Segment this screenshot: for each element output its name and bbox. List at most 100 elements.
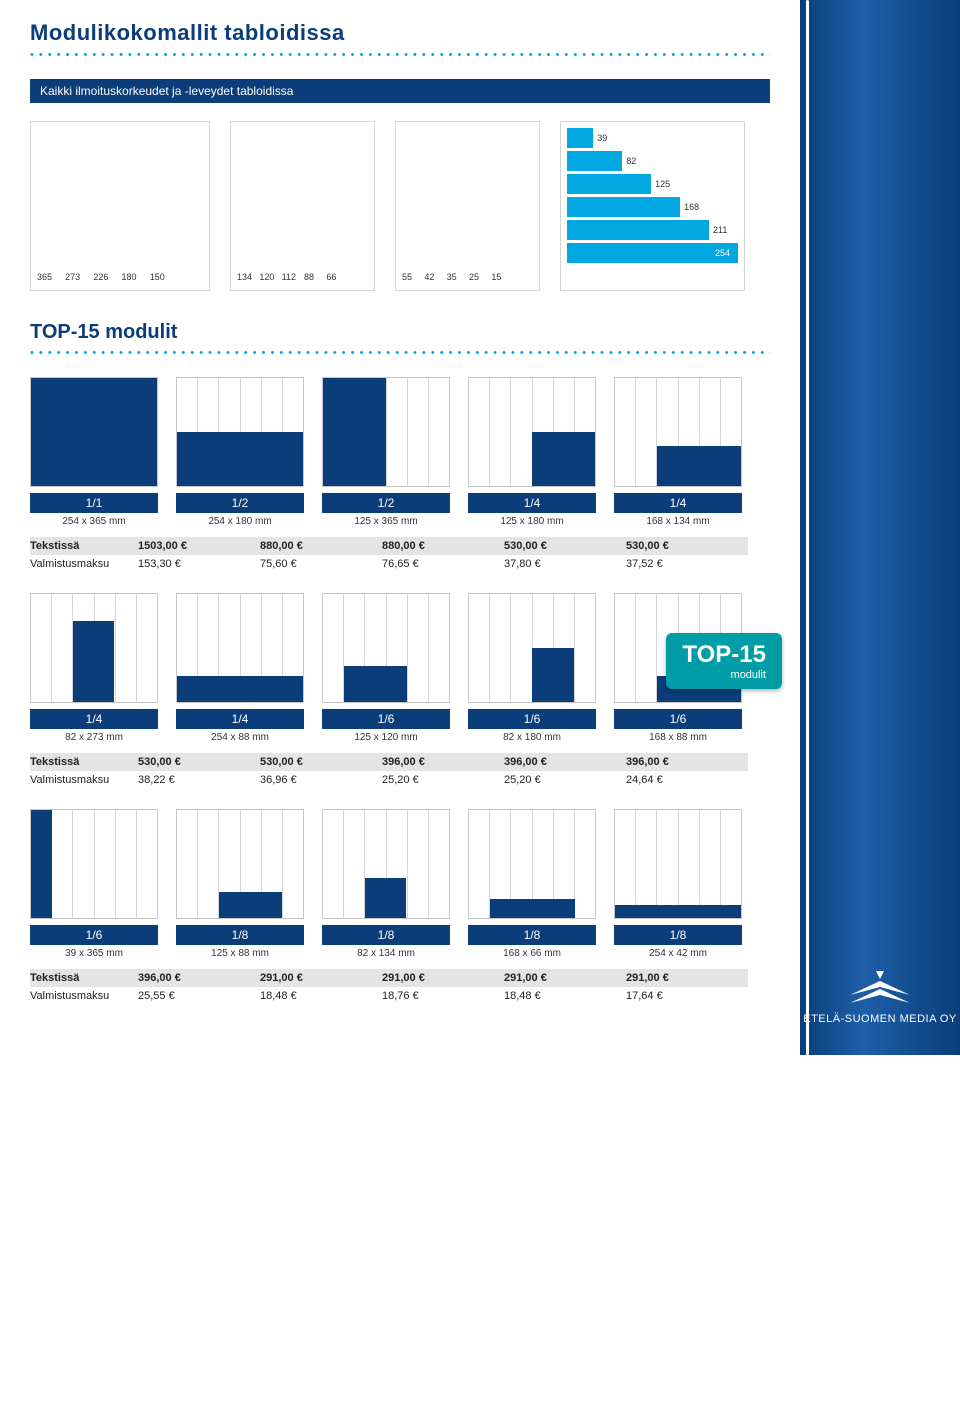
bar-label: 112	[282, 272, 301, 282]
module-card: 1/4168 x 134 mm	[614, 377, 742, 527]
module-badge: 1/8	[614, 925, 742, 945]
module-badge: 1/4	[176, 709, 304, 729]
table-row: Valmistusmaksu25,55 €18,48 €18,76 €18,48…	[30, 987, 748, 1005]
width-row: 125	[567, 174, 738, 194]
module-thumbnail	[322, 809, 450, 919]
table-row: Tekstissä396,00 €291,00 €291,00 €291,00 …	[30, 969, 748, 987]
row-label: Tekstissä	[30, 972, 138, 984]
bar-label: 25	[469, 272, 488, 282]
module-fill	[177, 432, 303, 486]
module-row: 1/639 x 365 mm1/8125 x 88 mm1/882 x 134 …	[30, 809, 770, 959]
module-badge: 1/6	[30, 925, 158, 945]
dotted-divider: • • • • • • • • • • • • • • • • • • • • …	[30, 49, 770, 61]
bar-label: 273	[65, 272, 90, 282]
bar-label: 55	[402, 272, 421, 282]
top15-badge: TOP-15modulit	[666, 633, 782, 689]
dotted-divider: • • • • • • • • • • • • • • • • • • • • …	[30, 347, 770, 359]
prep-cell: 38,22 €	[138, 774, 260, 786]
width-bar	[567, 243, 738, 263]
module-dimension: 254 x 365 mm	[30, 516, 158, 527]
row-label: Valmistusmaksu	[30, 774, 138, 786]
row-label: Valmistusmaksu	[30, 558, 138, 570]
module-dimension: 125 x 180 mm	[468, 516, 596, 527]
module-fill	[31, 810, 52, 918]
price-cell: 530,00 €	[138, 756, 260, 768]
module-groups: 1/1 254 x 365 mm 1/2254 x 180 mm1/2125 x 3…	[30, 377, 770, 1005]
module-card: 1/2254 x 180 mm	[176, 377, 304, 527]
module-fill	[177, 676, 303, 702]
module-dimension: 168 x 134 mm	[614, 516, 742, 527]
width-label: 168	[684, 202, 699, 212]
row-label: Tekstissä	[30, 756, 138, 768]
heights-chart-3: 5542352515	[395, 121, 540, 291]
module-fill	[31, 378, 157, 486]
price-cell: 291,00 €	[626, 972, 748, 984]
bar-label: 226	[93, 272, 118, 282]
module-dimension: 168 x 88 mm	[614, 732, 742, 743]
logo-text: ETELÄ-SUOMEN MEDIA OY	[803, 1013, 957, 1025]
module-dimension: 254 x 42 mm	[614, 948, 742, 959]
module-thumbnail	[176, 377, 304, 487]
module-badge: 1/4	[30, 709, 158, 729]
prep-cell: 75,60 €	[260, 558, 382, 570]
width-row: 168	[567, 197, 738, 217]
bar-label: 15	[491, 272, 510, 282]
table-row: Tekstissä1503,00 €880,00 €880,00 €530,00…	[30, 537, 748, 555]
widths-chart: 3982125168211254	[560, 121, 745, 291]
module-badge: 1/8	[468, 925, 596, 945]
module-fill	[532, 648, 574, 702]
width-label: 125	[655, 179, 670, 189]
charts-row: 365273226180150 1341201128866 5542352515…	[30, 121, 770, 291]
module-thumbnail	[468, 593, 596, 703]
module-card: 1/6 39 x 365 mm	[30, 809, 158, 959]
badge-title: TOP-15	[682, 641, 766, 669]
width-row: 82	[567, 151, 738, 171]
prep-cell: 24,64 €	[626, 774, 748, 786]
module-thumbnail	[614, 809, 742, 919]
module-fill	[323, 378, 386, 486]
module-dimension: 125 x 120 mm	[322, 732, 450, 743]
prep-cell: 36,96 €	[260, 774, 382, 786]
width-row: 39	[567, 128, 738, 148]
width-label: 82	[626, 156, 636, 166]
module-thumbnail	[468, 809, 596, 919]
width-bar	[567, 174, 651, 194]
price-cell: 530,00 €	[260, 756, 382, 768]
main-content: Modulikokomallit tabloidissa • • • • • •…	[0, 0, 800, 1055]
price-cell: 396,00 €	[138, 972, 260, 984]
module-dimension: 82 x 180 mm	[468, 732, 596, 743]
prep-cell: 25,20 €	[382, 774, 504, 786]
prep-cell: 18,48 €	[504, 990, 626, 1002]
row-label: Valmistusmaksu	[30, 990, 138, 1002]
module-badge: 1/1	[30, 493, 158, 513]
price-cell: 396,00 €	[504, 756, 626, 768]
price-cell: 530,00 €	[626, 540, 748, 552]
bar-label: 150	[150, 272, 175, 282]
module-fill	[365, 878, 407, 918]
price-table: Tekstissä530,00 €530,00 €396,00 €396,00 …	[30, 753, 748, 789]
prep-cell: 37,52 €	[626, 558, 748, 570]
module-card: 1/6125 x 120 mm	[322, 593, 450, 743]
bar-label: 35	[447, 272, 466, 282]
bar-label: 365	[37, 272, 62, 282]
module-card: 1/4254 x 88 mm	[176, 593, 304, 743]
module-thumbnail	[614, 377, 742, 487]
module-card: 1/8125 x 88 mm	[176, 809, 304, 959]
price-cell: 291,00 €	[260, 972, 382, 984]
price-cell: 396,00 €	[382, 756, 504, 768]
module-thumbnail	[30, 809, 158, 919]
module-fill	[73, 621, 115, 702]
prep-cell: 18,48 €	[260, 990, 382, 1002]
prep-cell: 18,76 €	[382, 990, 504, 1002]
width-bar	[567, 197, 680, 217]
module-dimension: 254 x 180 mm	[176, 516, 304, 527]
table-row: Valmistusmaksu153,30 €75,60 €76,65 €37,8…	[30, 555, 748, 573]
module-row: 1/482 x 273 mm1/4254 x 88 mm1/6125 x 120…	[30, 593, 770, 743]
heights-chart-1: 365273226180150	[30, 121, 210, 291]
section-title: TOP-15 modulit	[30, 321, 770, 344]
module-dimension: 39 x 365 mm	[30, 948, 158, 959]
module-thumbnail	[468, 377, 596, 487]
module-card: 1/2125 x 365 mm	[322, 377, 450, 527]
sub-heading-bar: Kaikki ilmoituskorkeudet ja -leveydet ta…	[30, 79, 770, 103]
module-card: 1/482 x 273 mm	[30, 593, 158, 743]
